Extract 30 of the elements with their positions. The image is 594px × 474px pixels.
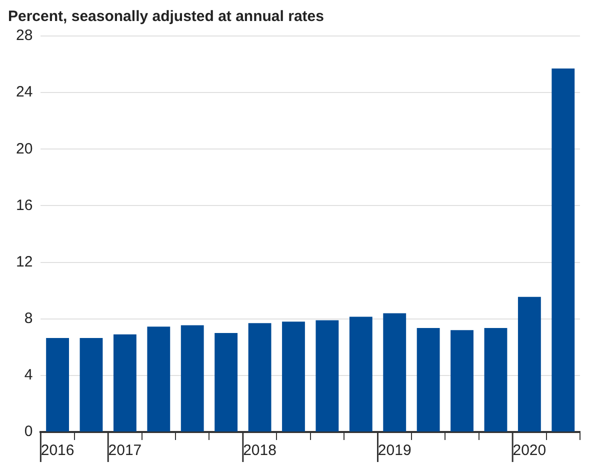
bar <box>552 68 575 432</box>
x-tick-label: 2019 <box>378 442 412 460</box>
bar <box>484 328 508 432</box>
bar <box>113 334 136 432</box>
y-tick-label: 28 <box>16 27 33 44</box>
x-tick-label: 2017 <box>108 442 142 460</box>
bar <box>383 313 406 432</box>
y-tick-label: 0 <box>24 423 33 440</box>
bar <box>80 338 103 432</box>
y-tick-label: 4 <box>24 366 33 384</box>
bar <box>416 328 440 432</box>
y-axis-title: Percent, seasonally adjusted at annual rates <box>8 8 324 26</box>
bar <box>46 338 69 432</box>
y-tick-label: 24 <box>16 84 33 101</box>
bar <box>214 333 238 432</box>
bar <box>518 296 541 432</box>
x-tick-label: 2020 <box>512 442 546 460</box>
bar <box>180 325 204 432</box>
bar <box>248 323 272 432</box>
bar <box>450 330 474 432</box>
y-tick-label: 8 <box>24 310 33 327</box>
bar <box>282 322 305 432</box>
bar <box>316 320 339 432</box>
bar <box>147 326 170 432</box>
x-tick-label: 2016 <box>40 442 74 460</box>
y-tick-label: 12 <box>16 253 33 270</box>
y-tick-label: 16 <box>16 196 33 214</box>
y-tick-label: 20 <box>16 140 33 158</box>
x-tick-label: 2018 <box>243 442 276 460</box>
bar <box>349 316 372 432</box>
